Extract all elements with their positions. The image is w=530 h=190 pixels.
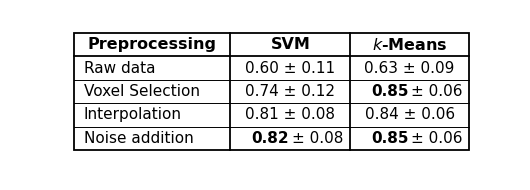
Text: $k$-Means: $k$-Means [372,37,447,53]
Text: Voxel Selection: Voxel Selection [84,84,199,99]
Text: ± 0.06: ± 0.06 [411,131,462,146]
Text: Interpolation: Interpolation [84,108,181,123]
Text: 0.85: 0.85 [371,84,409,99]
Text: Raw data: Raw data [84,61,155,76]
Text: 0.63 ± 0.09: 0.63 ± 0.09 [365,61,455,76]
Text: 0.85: 0.85 [371,131,409,146]
Text: Noise addition: Noise addition [84,131,193,146]
Text: 0.74 ± 0.12: 0.74 ± 0.12 [245,84,335,99]
Text: 0.81 ± 0.08: 0.81 ± 0.08 [245,108,335,123]
Text: ± 0.06: ± 0.06 [411,84,462,99]
Text: ± 0.08: ± 0.08 [292,131,343,146]
Text: SVM: SVM [270,37,310,52]
Text: 0.60 ± 0.11: 0.60 ± 0.11 [245,61,335,76]
Text: 0.84 ± 0.06: 0.84 ± 0.06 [365,108,455,123]
Text: 0.82: 0.82 [252,131,289,146]
Text: Preprocessing: Preprocessing [88,37,217,52]
